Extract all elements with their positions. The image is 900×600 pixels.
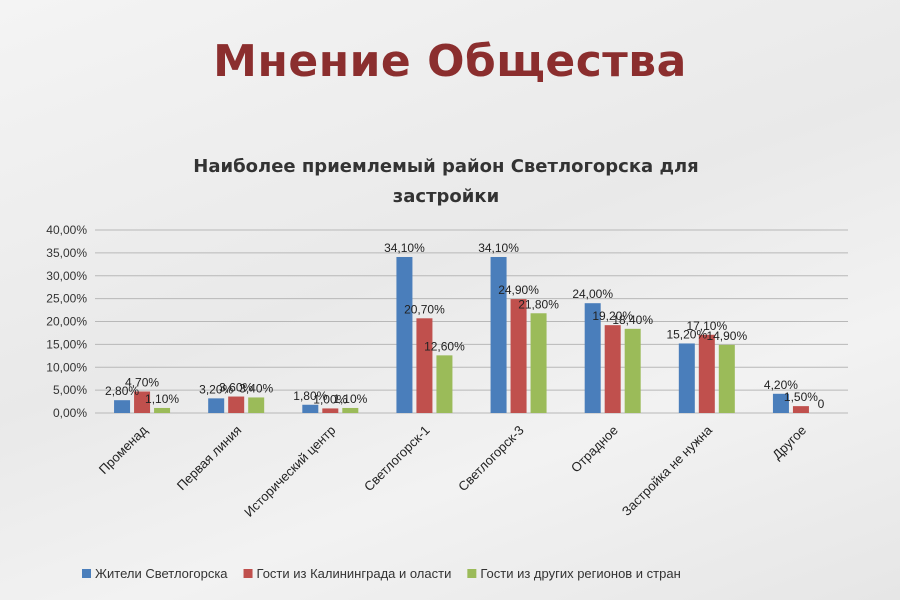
bar: [114, 400, 131, 413]
bar: [604, 325, 621, 413]
bar: [624, 328, 641, 413]
chart-title-line-2: застройки: [393, 186, 499, 207]
data-label: 3,20%: [199, 382, 233, 396]
data-label: 1,10%: [145, 392, 179, 406]
bars: [114, 256, 809, 413]
data-label: 1,10%: [333, 392, 367, 406]
data-label: 24,90%: [498, 283, 539, 297]
chart-title-line-1: Наиболее приемлемый район Светлогорска д…: [193, 156, 698, 177]
bar: [510, 299, 527, 413]
bar: [322, 408, 339, 413]
data-label: 1,00%: [313, 392, 347, 406]
data-label: 12,60%: [424, 339, 465, 353]
y-tick-label: 35,00%: [46, 246, 87, 260]
y-tick-label: 40,00%: [46, 223, 87, 237]
category-label: Светлогорск-3: [455, 423, 527, 495]
y-tick-label: 5,00%: [53, 383, 87, 397]
bar: [228, 396, 245, 413]
data-label: 18,40%: [612, 313, 653, 327]
bar: [718, 344, 735, 413]
data-label: 4,70%: [125, 375, 159, 389]
category-label: Променад: [96, 422, 151, 477]
bar: [302, 404, 319, 413]
category-label: Другое: [769, 423, 809, 463]
data-label: 34,10%: [478, 241, 519, 255]
category-label: Первая линия: [174, 423, 245, 494]
y-tick-label: 0,00%: [53, 406, 87, 420]
slide-title: Мнение Общества: [213, 36, 687, 87]
legend-swatch: [243, 569, 253, 578]
category-label: Светлогорск-1: [361, 423, 433, 495]
bar: [436, 355, 453, 413]
data-label: 1,50%: [784, 390, 818, 404]
bar: [792, 406, 809, 413]
data-label: 0: [818, 397, 825, 411]
bar: [208, 398, 225, 413]
legend-label: Жители Светлогорска: [95, 566, 228, 581]
bar: [678, 343, 695, 413]
data-label: 2,80%: [105, 384, 139, 398]
bar: [396, 256, 413, 413]
category-label: Застройка не нужна: [619, 422, 716, 519]
data-labels: 2,80%4,70% 1,10% 3,20%3,60%3,40% 1,80%1,00%…: [105, 241, 825, 411]
data-label: 20,70%: [404, 302, 445, 316]
y-tick-label: 20,00%: [46, 315, 87, 329]
category-label: Отрадное: [568, 423, 621, 476]
data-label: 17,10%: [686, 319, 727, 333]
bar: [584, 303, 601, 413]
data-label: 19,20%: [592, 309, 633, 323]
legend-swatch: [82, 569, 91, 578]
legend: Жители Светлогорска Гости из Калининграда…: [82, 566, 681, 581]
data-label: 34,10%: [384, 241, 425, 255]
bar: [698, 334, 715, 413]
bar: [772, 393, 789, 413]
data-label: 14,90%: [706, 329, 747, 343]
y-axis-ticks: 0,00% 5,00% 10,00% 15,00% 20,00% 25,00% 30,00%…: [46, 223, 87, 420]
y-tick-label: 30,00%: [46, 269, 87, 283]
y-tick-label: 10,00%: [46, 360, 87, 374]
data-label: 24,00%: [572, 287, 613, 301]
bar: [416, 318, 433, 413]
category-label: Исторический центр: [241, 423, 338, 520]
bar: [154, 407, 171, 413]
y-tick-label: 15,00%: [46, 337, 87, 351]
y-tick-label: 25,00%: [46, 292, 87, 306]
data-label: 3,40%: [239, 381, 273, 395]
data-label: 3,60%: [219, 381, 253, 395]
bar: [134, 391, 151, 413]
bar: [490, 256, 507, 413]
bar: [530, 313, 547, 413]
bar: [342, 407, 359, 413]
data-label: 4,20%: [764, 378, 798, 392]
legend-swatch: [467, 569, 477, 578]
legend-label: Гости из Калининграда и оласти: [257, 566, 452, 581]
bar: [248, 397, 265, 413]
data-label: 15,20%: [666, 327, 707, 341]
data-label: 1,80%: [293, 389, 327, 403]
data-label: 21,80%: [518, 297, 559, 311]
legend-label: Гости из других регионов и стран: [480, 566, 680, 581]
